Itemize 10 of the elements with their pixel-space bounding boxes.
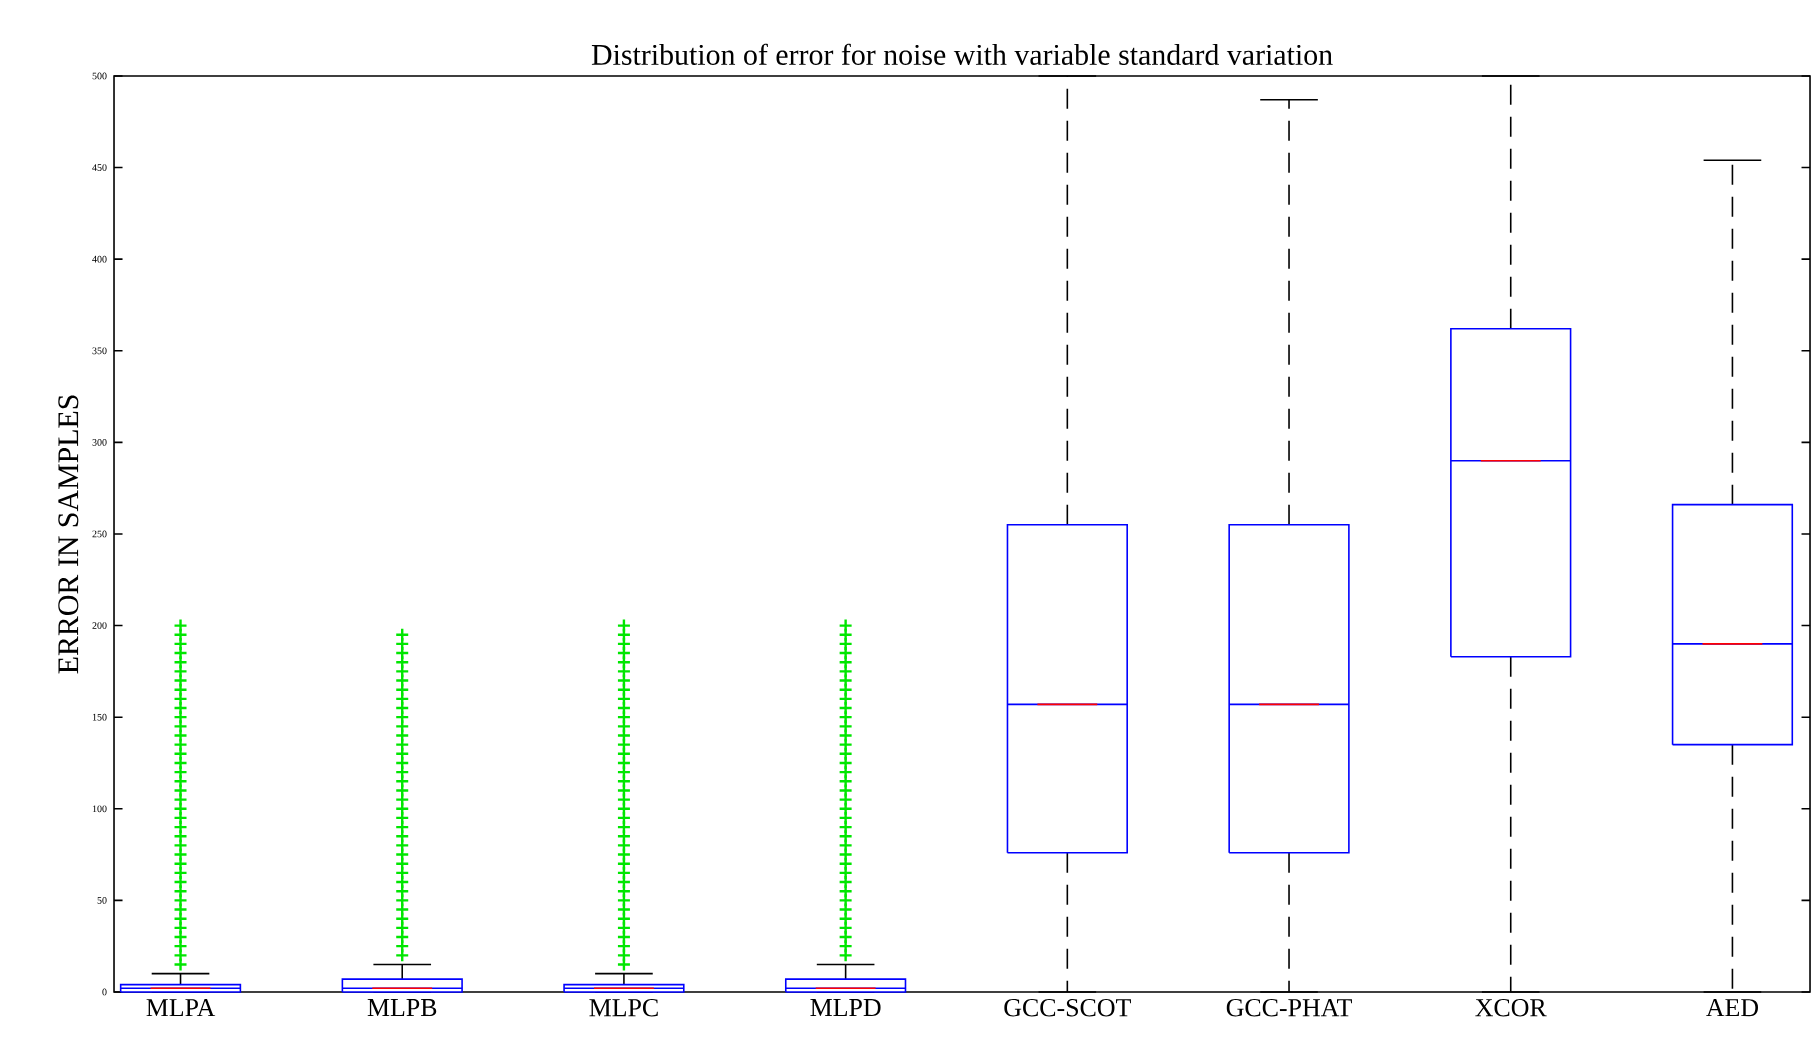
x-tick-label: MLPA xyxy=(146,999,216,1017)
x-tick-label: MLPB xyxy=(367,999,437,1017)
x-tick-label: GCC-PHAT xyxy=(1226,999,1352,1017)
x-tick-label: GCC-SCOT xyxy=(1004,999,1131,1017)
x-tick-label: AED xyxy=(1706,999,1758,1017)
y-axis-title: ERROR IN SAMPLES xyxy=(58,395,79,674)
x-tick-label: MLPC xyxy=(589,999,658,1017)
x-tick-label: XCOR xyxy=(1475,999,1547,1017)
x-tick-label: MLPD xyxy=(810,999,881,1017)
chart-title: Distribution of error for noise with variable standard variation xyxy=(591,43,1333,65)
